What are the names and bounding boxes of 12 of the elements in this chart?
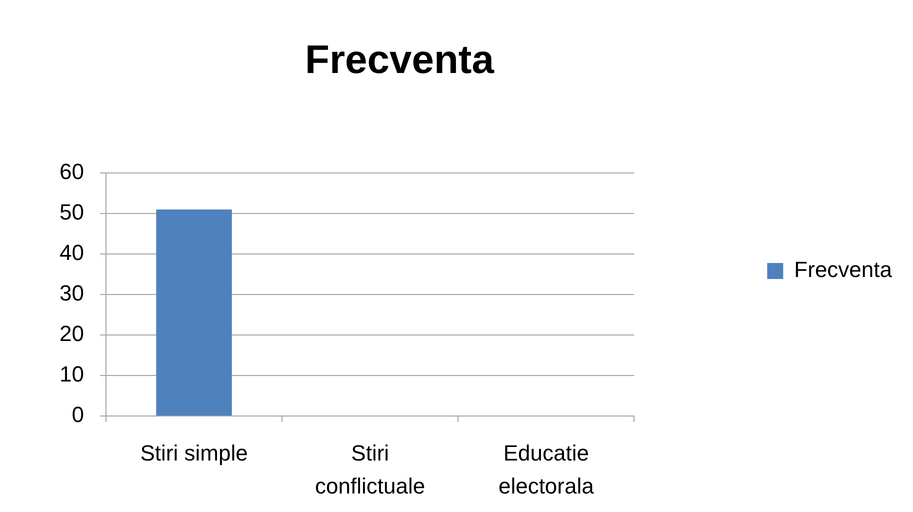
y-tick-label: 40 bbox=[60, 240, 84, 266]
y-tick-label: 20 bbox=[60, 321, 84, 346]
y-tick-label: 10 bbox=[60, 362, 84, 387]
legend-label: Frecventa bbox=[794, 257, 893, 282]
y-tick-label: 60 bbox=[60, 159, 84, 184]
x-tick-label: Educatie electorala bbox=[498, 440, 595, 499]
y-tick-label: 30 bbox=[60, 280, 84, 306]
y-tick-label: 50 bbox=[60, 200, 84, 225]
y-tick-label: 0 bbox=[72, 402, 84, 428]
x-tick-label: Stiri conflictuale bbox=[315, 440, 426, 499]
chart-title: Frecventa bbox=[305, 38, 495, 82]
x-tick-label: Stiri simple bbox=[140, 440, 248, 466]
